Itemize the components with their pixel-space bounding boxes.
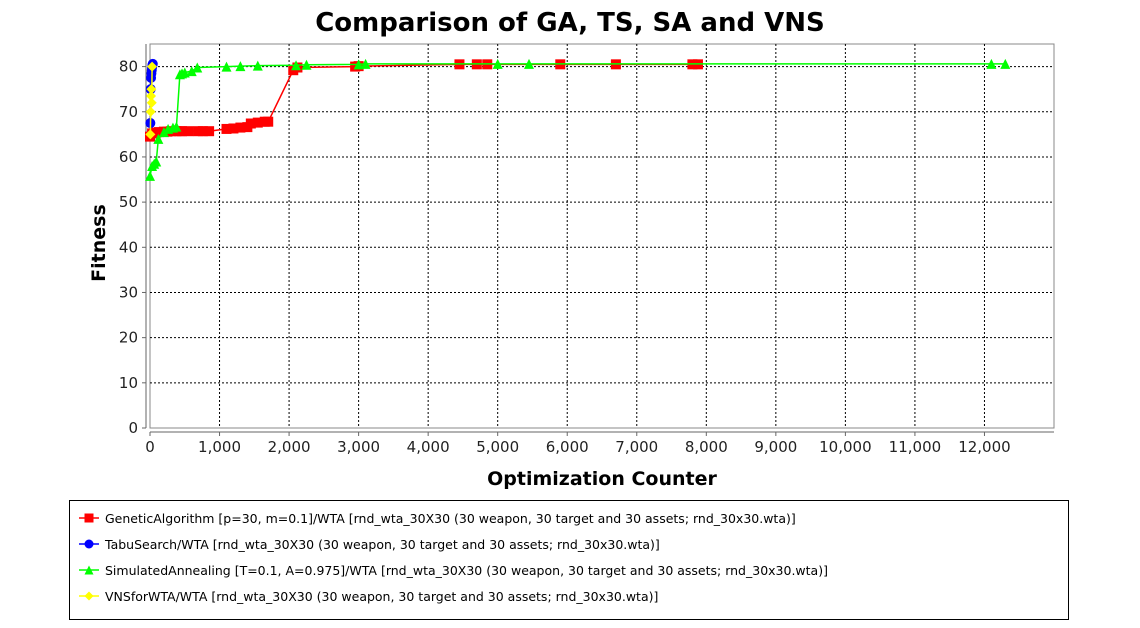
data-point xyxy=(145,129,156,140)
legend-swatch xyxy=(79,539,99,549)
data-point xyxy=(197,126,208,137)
legend-item: VNSforWTA/WTA [rnd_wta_30X30 (30 weapon,… xyxy=(78,585,658,607)
x-tick-label: 12,000 xyxy=(958,438,1011,456)
data-point xyxy=(360,58,371,69)
x-tick-label: 1,000 xyxy=(198,438,241,456)
x-tick-label: 11,000 xyxy=(889,438,942,456)
data-point xyxy=(176,126,187,137)
x-tick-label: 4,000 xyxy=(407,438,450,456)
data-point xyxy=(183,126,194,137)
data-point xyxy=(145,170,155,181)
legend-swatch xyxy=(79,565,99,575)
legend-marker xyxy=(84,539,94,549)
series-layer xyxy=(145,58,1011,181)
data-point xyxy=(158,127,169,138)
y-tick-label: 80 xyxy=(119,58,138,76)
x-tick-label: 8,000 xyxy=(685,438,728,456)
data-point xyxy=(492,58,503,69)
data-point xyxy=(353,59,364,70)
data-point xyxy=(146,90,157,101)
legend-swatch xyxy=(79,591,99,601)
y-tick-label: 20 xyxy=(119,329,138,347)
data-point xyxy=(235,61,246,72)
x-tick-label: 6,000 xyxy=(546,438,589,456)
y-tick-label: 50 xyxy=(119,193,138,211)
data-point xyxy=(252,117,263,128)
data-point xyxy=(986,58,997,69)
legend-swatch xyxy=(79,513,99,523)
y-tick-label: 0 xyxy=(128,419,138,437)
data-point xyxy=(147,61,158,72)
legend-label: TabuSearch/WTA [rnd_wta_30X30 (30 weapon… xyxy=(105,536,660,552)
x-tick-label: 0 xyxy=(145,438,155,456)
y-tick-label: 60 xyxy=(119,148,138,166)
x-axis-label: Optimization Counter xyxy=(487,468,717,490)
data-point xyxy=(1000,58,1011,69)
data-point xyxy=(151,156,162,167)
legend-marker xyxy=(84,591,94,601)
x-tick-label: 9,000 xyxy=(754,438,797,456)
data-point xyxy=(301,59,312,70)
x-tick-label: 7,000 xyxy=(615,438,658,456)
data-point xyxy=(204,126,215,137)
data-point xyxy=(153,133,164,144)
data-point xyxy=(146,84,157,95)
data-point xyxy=(235,122,246,133)
x-tick-label: 5,000 xyxy=(476,438,519,456)
x-tick-label: 10,000 xyxy=(819,438,872,456)
data-point xyxy=(192,62,203,73)
legend-marker xyxy=(84,565,94,575)
series-2 xyxy=(145,58,1011,181)
data-point xyxy=(221,61,232,72)
y-axis-label: Fitness xyxy=(88,204,110,282)
data-point xyxy=(146,97,157,108)
data-point xyxy=(221,123,232,134)
legend-item: SimulatedAnnealing [T=0.1, A=0.975]/WTA … xyxy=(78,559,828,581)
legend-label: VNSforWTA/WTA [rnd_wta_30X30 (30 weapon,… xyxy=(105,588,659,604)
legend-label: GeneticAlgorithm [p=30, m=0.1]/WTA [rnd_… xyxy=(105,510,796,526)
legend: GeneticAlgorithm [p=30, m=0.1]/WTA [rnd_… xyxy=(69,500,1069,620)
legend-label: SimulatedAnnealing [T=0.1, A=0.975]/WTA … xyxy=(105,562,828,578)
data-point xyxy=(171,121,182,132)
y-tick-label: 40 xyxy=(119,238,138,256)
data-point xyxy=(186,66,197,77)
series-3 xyxy=(145,61,158,140)
data-point xyxy=(179,67,190,78)
legend-item: TabuSearch/WTA [rnd_wta_30X30 (30 weapon… xyxy=(78,533,660,555)
plot-background xyxy=(149,43,1055,429)
grid-lines xyxy=(149,43,1055,429)
data-point xyxy=(252,60,263,71)
data-point xyxy=(228,123,239,134)
y-tick-label: 70 xyxy=(119,103,138,121)
axes: 0 1,000 2,000 3,000 4,000 5,000 6,000 7,000 8,00… xyxy=(119,44,1054,456)
data-point xyxy=(291,60,302,71)
y-tick-label: 10 xyxy=(119,374,138,392)
data-point xyxy=(245,118,256,129)
legend-item: GeneticAlgorithm [p=30, m=0.1]/WTA [rnd_… xyxy=(78,507,796,529)
legend-marker xyxy=(84,513,94,523)
data-point xyxy=(145,106,156,117)
x-tick-label: 3,000 xyxy=(337,438,380,456)
x-tick-label: 2,000 xyxy=(268,438,311,456)
y-tick-label: 30 xyxy=(119,283,138,301)
data-point xyxy=(263,116,274,127)
data-point xyxy=(523,58,534,69)
plot-area: 0 1,000 2,000 3,000 4,000 5,000 6,000 7,000 8,00… xyxy=(88,43,1055,490)
chart-title: Comparison of GA, TS, SA and VNS xyxy=(315,8,825,38)
